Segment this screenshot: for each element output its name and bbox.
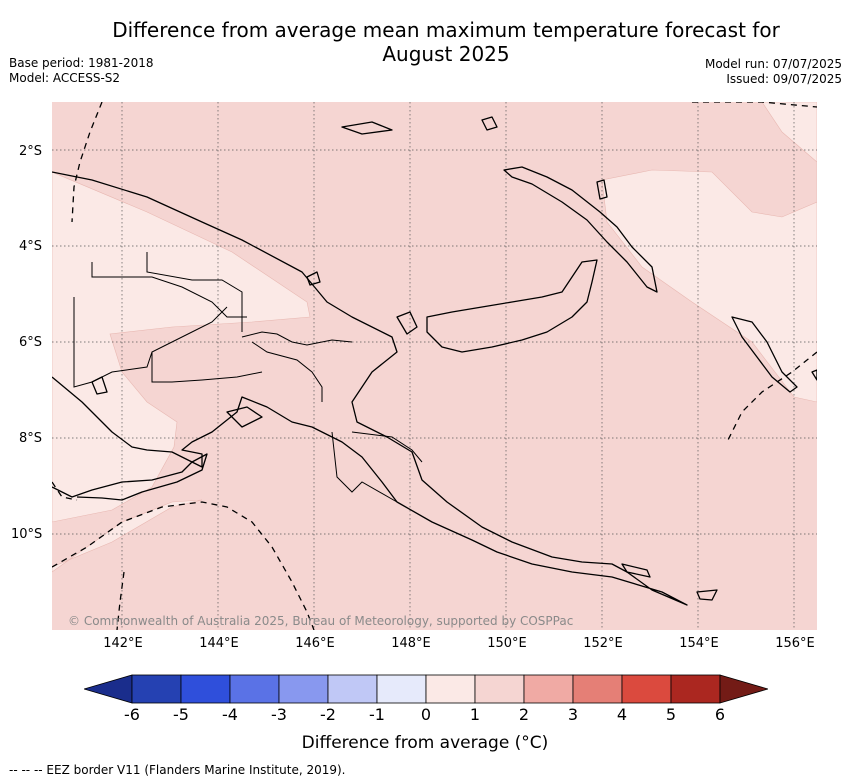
colorbar-tick-label: 4 — [616, 705, 628, 724]
colorbar-tick-label: 6 — [714, 705, 726, 724]
colorbar-tick-label: -6 — [124, 705, 140, 724]
title-line-1: Difference from average mean maximum tem… — [112, 18, 780, 42]
colorbar-tick-label: 3 — [567, 705, 579, 724]
anomaly-0-to-1-west — [52, 171, 311, 523]
colorbar-tick-label: 1 — [469, 705, 481, 724]
colorbar-segment — [376, 674, 427, 704]
coastlines — [52, 116, 817, 606]
colorbar-tick-label: 2 — [518, 705, 530, 724]
lat-label-8s: 8°S — [19, 431, 43, 446]
map-svg — [52, 102, 817, 630]
colorbar-segment — [670, 674, 721, 704]
colorbar-segments — [82, 674, 770, 704]
base-period: Base period: 1981-2018 — [9, 56, 154, 70]
lat-label-10s: 10°S — [11, 527, 43, 542]
colorbar-tick-label: -1 — [369, 705, 385, 724]
title-line-2: August 2025 — [382, 42, 510, 66]
lon-label-150e: 150°E — [487, 636, 527, 651]
copyright-credit: © Commonwealth of Australia 2025, Bureau… — [68, 614, 574, 628]
colorbar-extend-high — [719, 674, 770, 704]
lat-label-2s: 2°S — [19, 144, 43, 159]
colorbar — [82, 674, 770, 704]
colorbar-segment — [229, 674, 280, 704]
lon-label-152e: 152°E — [583, 636, 623, 651]
colorbar-extend-low — [82, 674, 133, 704]
colorbar-segment — [180, 674, 231, 704]
colorbar-tick-label: -2 — [320, 705, 336, 724]
colorbar-segment — [327, 674, 378, 704]
colorbar-segment — [278, 674, 329, 704]
lon-label-144e: 144°E — [199, 636, 239, 651]
lon-label-142e: 142°E — [103, 636, 143, 651]
issued-date: Issued: 09/07/2025 — [726, 72, 842, 86]
model-run: Model run: 07/07/2025 — [704, 57, 842, 71]
colorbar-segment — [523, 674, 574, 704]
colorbar-svg — [82, 674, 770, 704]
colorbar-segment — [131, 674, 182, 704]
colorbar-segment — [425, 674, 476, 704]
lon-label-148e: 148°E — [391, 636, 431, 651]
colorbar-tick-label: -3 — [271, 705, 287, 724]
graticule — [52, 102, 817, 630]
map-title: Difference from average mean maximum tem… — [90, 18, 802, 66]
eez-legend-note: -- -- -- EEZ border V11 (Flanders Marine… — [9, 763, 346, 777]
meta-left: Base period: 1981-2018 Model: ACCESS-S2 — [9, 56, 154, 86]
admin-borders — [73, 252, 423, 503]
colorbar-tick-label: 5 — [665, 705, 677, 724]
lat-label-4s: 4°S — [19, 239, 43, 254]
colorbar-tick-label: 0 — [420, 705, 432, 724]
colorbar-label: Difference from average (°C) — [301, 733, 549, 753]
lon-label-156e: 156°E — [775, 636, 815, 651]
colorbar-segment — [621, 674, 672, 704]
map-panel — [52, 102, 817, 630]
lon-label-154e: 154°E — [679, 636, 719, 651]
model-name: Model: ACCESS-S2 — [9, 71, 121, 85]
meta-right: Model run: 07/07/2025 Issued: 09/07/2025 — [705, 57, 842, 87]
lon-label-146e: 146°E — [295, 636, 335, 651]
colorbar-tick-label: -4 — [222, 705, 238, 724]
colorbar-tick-label: -5 — [173, 705, 189, 724]
lat-label-6s: 6°S — [19, 335, 43, 350]
colorbar-segment — [572, 674, 623, 704]
eez-borders — [52, 102, 817, 630]
colorbar-segment — [474, 674, 525, 704]
